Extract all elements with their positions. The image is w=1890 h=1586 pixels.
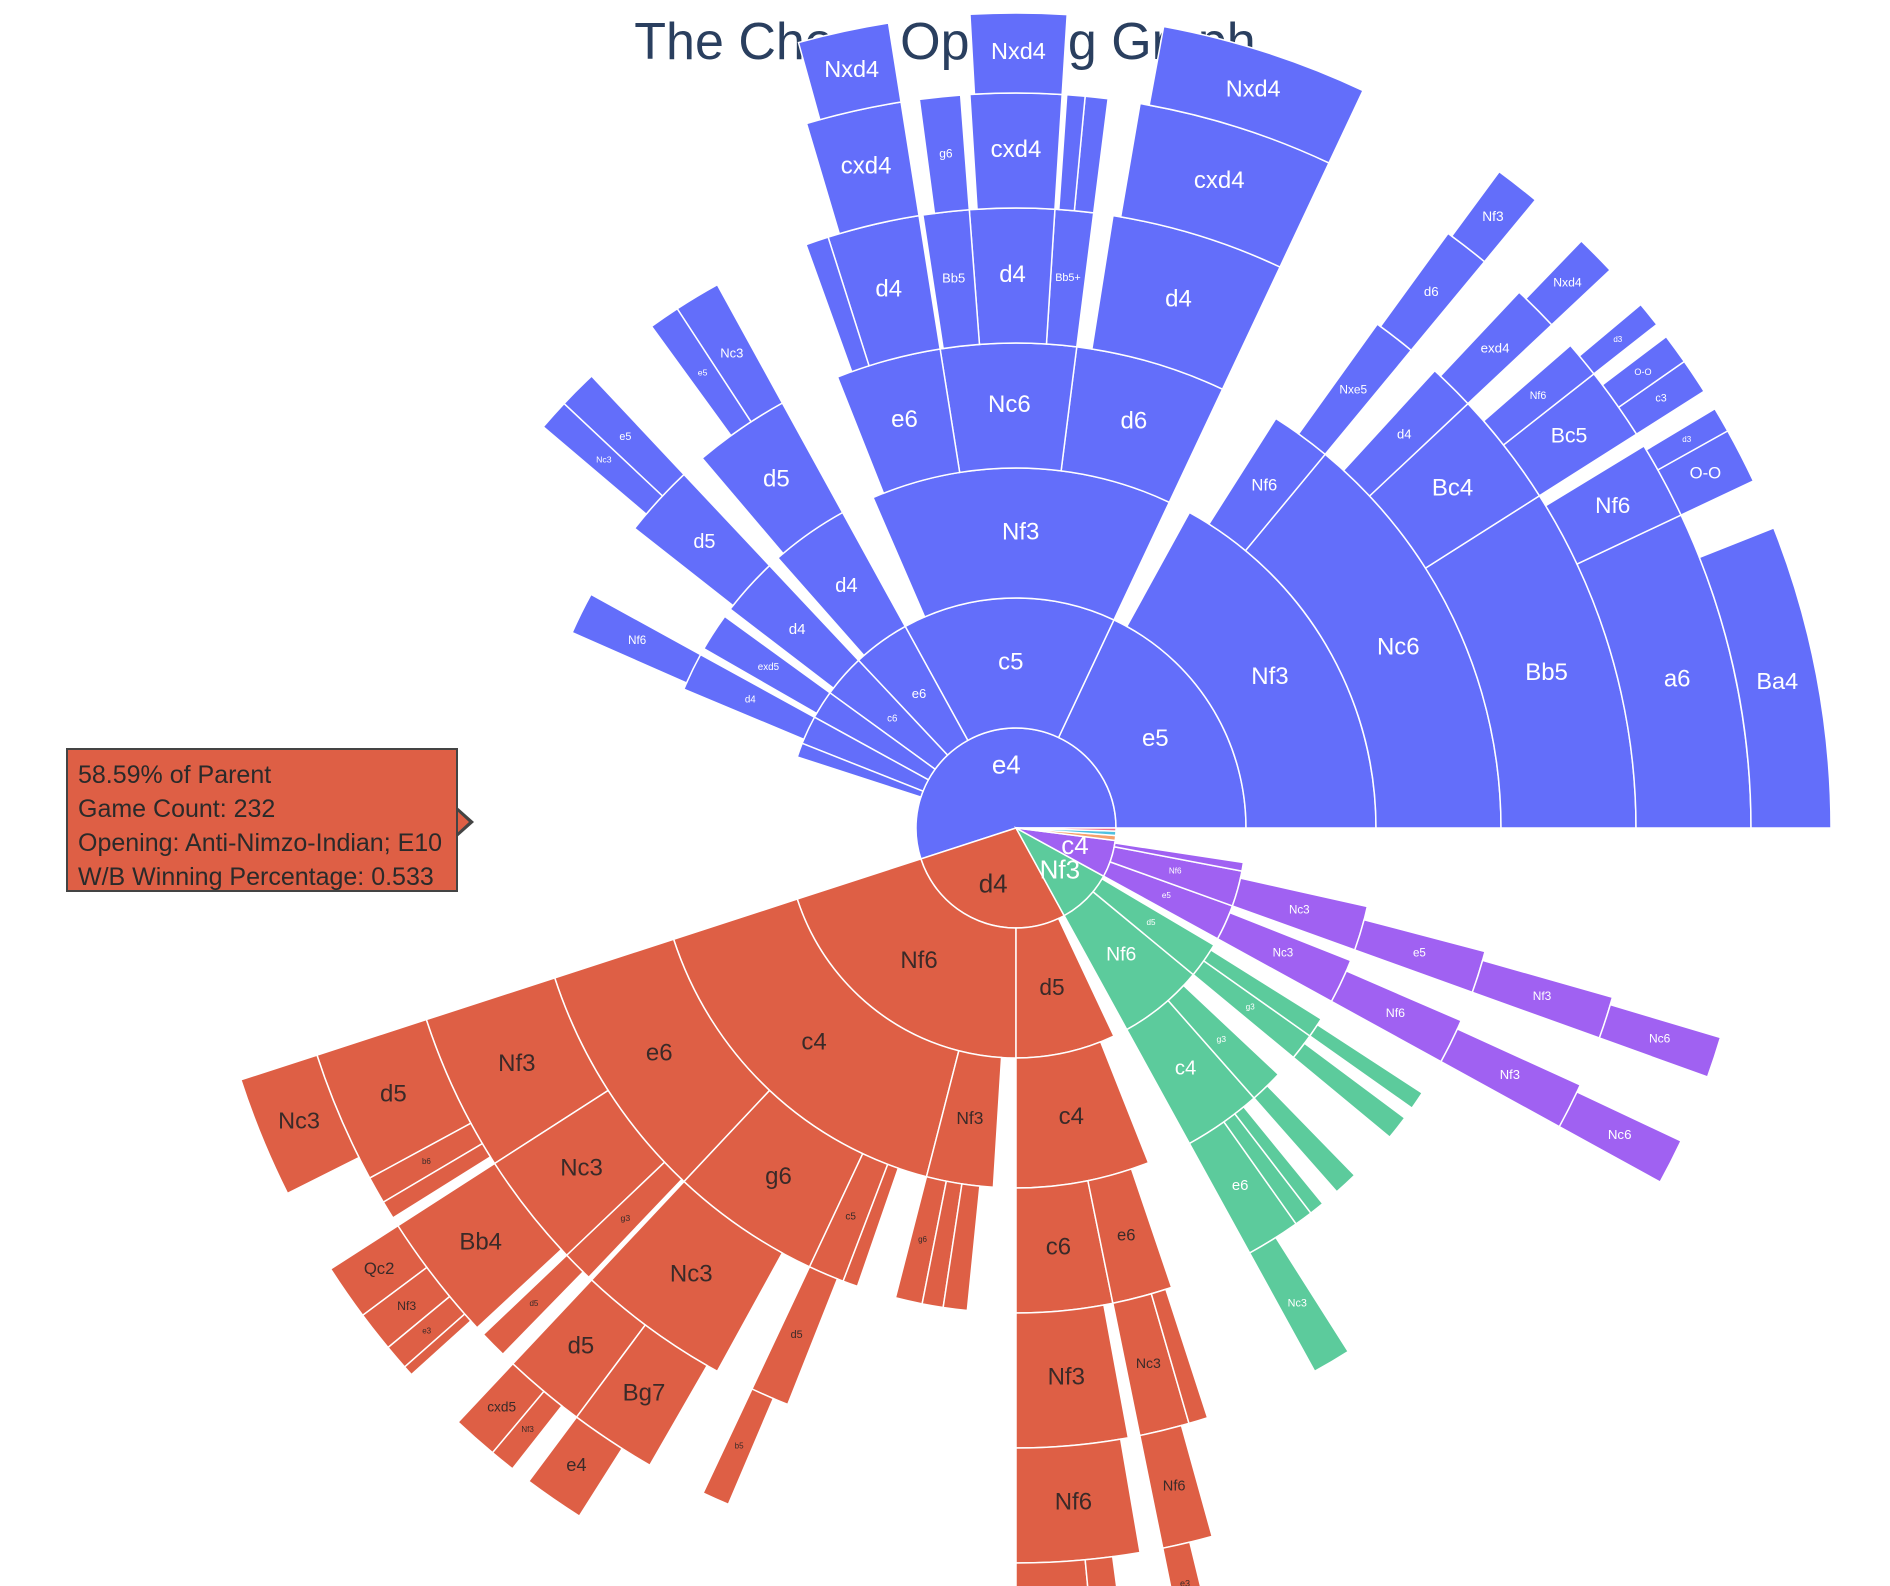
segment-e4-c6-d4-d5-nc3[interactable]: [542, 402, 664, 516]
segment-d4-nf6-c4-g6-nc3-d5-nf3[interactable]: [491, 1390, 563, 1470]
segment-d4-d5-c4[interactable]: [1015, 1040, 1150, 1189]
tooltip-pointer-fill: [455, 809, 469, 835]
segment-e4-c5-nf3-nc6-bb5-nd7[interactable]: [1058, 93, 1086, 212]
segment-e4-e5-nf3-nf6-nxe5-d6-nf3[interactable]: [1450, 170, 1537, 263]
segment-d4-nf6-c4-e6-nf3-d5-nc3[interactable]: [239, 1054, 361, 1195]
segment-c4-nf6-nc3-e5-nf3-nc6[interactable]: [1598, 1003, 1722, 1078]
segment-d4-d5-c4-c6-nf3-nf6[interactable]: [1015, 1438, 1141, 1564]
segment-e4-e5-nf3-nf6-nxe5-d6[interactable]: [1379, 232, 1486, 352]
segment-nf3-nf6-c4-g6[interactable]: [1233, 1105, 1324, 1215]
segment-e4-e5-nf3-nc6-d4-exd4-nxd4[interactable]: [1524, 239, 1612, 326]
segment-e4-c5-nf3-d6-d4-cxd4-nxd4[interactable]: [1148, 25, 1365, 164]
segment-e4-c5-nf3-nc6-d4-cxd4[interactable]: [969, 92, 1063, 211]
hover-tooltip: 58.59% of Parent Game Count: 232 Opening…: [66, 748, 458, 892]
tooltip-game-count: Game Count: 232: [78, 795, 276, 823]
segment-d4-nf6-c4-e6-nc3-bb4-f3[interactable]: [403, 1313, 472, 1376]
segment-nf3-d5-g3-nf6[interactable]: [1292, 1042, 1406, 1139]
segment-d4-d5-c4-c6-nf3-nf6-e3[interactable]: [1084, 1555, 1123, 1586]
segment-c4-nf6-nc3-e5[interactable]: [1353, 918, 1486, 994]
segment-e4-g6[interactable]: [796, 742, 924, 799]
segment-e4-c5-nf3-nc6-bb5-g6[interactable]: [918, 94, 971, 215]
segment-other3[interactable]: [1015, 827, 1117, 832]
segment-e4-d5-exd5[interactable]: [702, 615, 831, 715]
segment-e4-c5-nf3[interactable]: [872, 467, 1171, 621]
segment-e4-d6-d4-nf6[interactable]: [571, 593, 702, 684]
segment-d4-nf6-c4-c5-d5[interactable]: [751, 1265, 839, 1406]
segment-e4-e6-d4-d5-e5[interactable]: [650, 307, 753, 437]
segment-d4-nf6-nf3-e6[interactable]: [942, 1183, 981, 1312]
segment-e4-e5-nf3-nc6-bb5-a6-ba4[interactable]: [1698, 527, 1832, 829]
chart-title: The Chess Opening Graph: [634, 13, 1256, 71]
segment-e4-c5-nf3-nc6[interactable]: [939, 342, 1078, 474]
tooltip-winning-percentage: W/B Winning Percentage: 0.533: [78, 863, 434, 891]
segment-d4-d5-c4-e6-nc3-nf6[interactable]: [1138, 1424, 1214, 1550]
segment-e4-e5-nf3-nc6-bb5-nf6-d3[interactable]: [1645, 407, 1729, 471]
segment-e4-e5-nf3-nc6-bc4-bc5-o-o[interactable]: [1601, 335, 1686, 409]
segment-d4-nf6-c4-e6[interactable]: [842, 1163, 900, 1288]
segment-c4-nf6-nc3-e5-nf3[interactable]: [1471, 959, 1614, 1039]
segment-d4-nf6-c4-e6-g3-d5[interactable]: [482, 1254, 585, 1356]
segment-e4-c5-nf3-nc6-d4-cxd4-nxd4[interactable]: [969, 12, 1068, 96]
segment-c4-c5[interactable]: [1113, 842, 1245, 872]
segment-c4-e5-nc3-nf6-nf3[interactable]: [1439, 1027, 1582, 1128]
tooltip-parent-percentage: 58.59% of Parent: [78, 761, 272, 789]
segment-d4-nf6-c4-g6-nc3-bg7-e4[interactable]: [527, 1416, 624, 1518]
segment-e4-e5-nf3-nc6-bc4-nf6-d3[interactable]: [1578, 303, 1658, 375]
segment-d4-nf6-c4-e6-nf3-bb4[interactable]: [382, 1142, 492, 1219]
segment-d4-nf6-c4-c5-d5-b5[interactable]: [702, 1387, 775, 1506]
tooltip-opening: Opening: Anti-Nimzo-Indian; E10: [78, 829, 443, 857]
segment-d4-d5-c4-e6-nf3[interactable]: [1150, 1288, 1209, 1425]
segment-e4-c5-nf3-nc6-d4[interactable]: [968, 207, 1056, 346]
segment-e4-c5-nf3-e6-nc3[interactable]: [805, 236, 870, 373]
segment-d4-d5-c4-c6-nf3-nf6-nc3[interactable]: [1015, 1558, 1093, 1586]
segment-d4-d5-c4-c6-nf3[interactable]: [1015, 1304, 1130, 1449]
segment-e4-c5-nf3-e6-d4-cxd4-nxd4[interactable]: [797, 22, 902, 121]
segment-e4-c5-nf3-e6-d4-cxd4[interactable]: [805, 101, 920, 235]
segment-nf3-nf6-c4-e6-nc3[interactable]: [1248, 1236, 1350, 1373]
segment-nf3-nf6-g3-g6[interactable]: [1253, 1084, 1356, 1193]
segment-nf3-d5-d4-c4[interactable]: [1308, 1023, 1424, 1110]
segment-c4-e5-nc3-nf6-nf3-nc6[interactable]: [1558, 1090, 1683, 1184]
segment-d4-d5-c4-e6-nc3-nf6-e3[interactable]: [1161, 1541, 1209, 1586]
